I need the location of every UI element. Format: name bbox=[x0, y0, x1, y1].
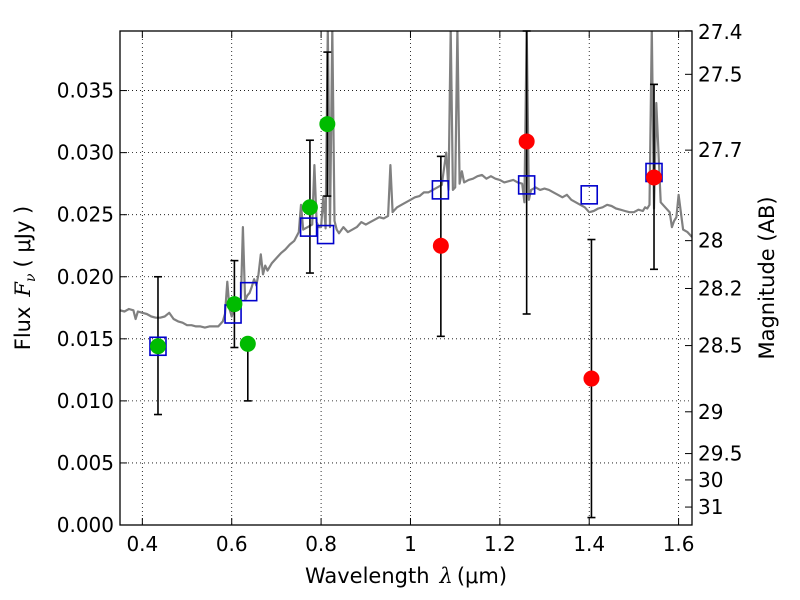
x-tick-label: 1.6 bbox=[663, 532, 695, 556]
photometry-point bbox=[226, 296, 243, 313]
y2-tick-label: 30 bbox=[698, 468, 723, 492]
y2-tick-label: 28 bbox=[698, 229, 723, 253]
model-photometry-square bbox=[580, 185, 599, 205]
model-photometry-square bbox=[517, 175, 536, 195]
y-axis-label: FluxFν( μJy ) bbox=[11, 206, 39, 350]
photometry-point bbox=[583, 370, 600, 387]
x-tick-label: 1 bbox=[404, 532, 417, 556]
x-tick-label: 1.2 bbox=[484, 532, 516, 556]
error-bars-layer bbox=[153, 30, 659, 519]
y-tick-label: 0.030 bbox=[57, 141, 114, 165]
y-tick-label: 0.020 bbox=[57, 265, 114, 289]
y2-tick-label: 28.5 bbox=[698, 334, 743, 358]
model-photometry-square bbox=[316, 224, 335, 245]
photometry-point bbox=[301, 199, 318, 216]
y2-tick-label: 27.5 bbox=[698, 62, 743, 86]
x-tick-label: 0.8 bbox=[305, 532, 337, 556]
axis-ticks: 0.4 0.6 0.8 1 1.2 1.4 1.6 0.000 0.005 0.010 0.015 0… bbox=[57, 20, 743, 556]
x-tick-label: 1.4 bbox=[573, 532, 605, 556]
model-spectrum-line bbox=[120, 31, 692, 329]
photometry-point bbox=[646, 169, 663, 186]
model-photometry-square bbox=[299, 217, 318, 237]
photometry-point bbox=[432, 237, 449, 254]
photometry-point bbox=[518, 133, 535, 150]
y2-tick-label: 27.7 bbox=[698, 138, 743, 162]
photometry-layer bbox=[149, 116, 663, 387]
y2-tick-label: 28.2 bbox=[698, 276, 743, 300]
x-axis-label: Wavelength λ (μm) bbox=[305, 564, 507, 588]
model-points-layer bbox=[149, 162, 663, 357]
photometry-point bbox=[149, 338, 166, 355]
y-tick-label: 0.010 bbox=[57, 389, 114, 413]
photometry-point bbox=[319, 116, 336, 133]
plot-frame bbox=[119, 30, 693, 526]
photometry-point bbox=[239, 335, 256, 352]
model-spectrum-layer bbox=[120, 31, 692, 329]
y-tick-label: 0.005 bbox=[57, 451, 114, 475]
y2-tick-label: 27.4 bbox=[698, 20, 743, 44]
grid-lines bbox=[120, 31, 692, 526]
y2-tick-label: 29.5 bbox=[698, 442, 743, 466]
y-tick-label: 0.025 bbox=[57, 203, 114, 227]
y2-tick-label: 29 bbox=[698, 400, 723, 424]
y-tick-label: 0.015 bbox=[57, 327, 114, 351]
x-tick-label: 0.4 bbox=[126, 532, 158, 556]
model-photometry-square bbox=[239, 281, 258, 302]
y2-tick-label: 31 bbox=[698, 495, 723, 519]
x-tick-label: 0.6 bbox=[216, 532, 248, 556]
y-tick-label: 0.035 bbox=[57, 79, 114, 103]
y-tick-label: 0.000 bbox=[57, 513, 114, 537]
y2-axis-label: Magnitude (AB) bbox=[755, 196, 779, 359]
model-photometry-square bbox=[431, 180, 450, 200]
